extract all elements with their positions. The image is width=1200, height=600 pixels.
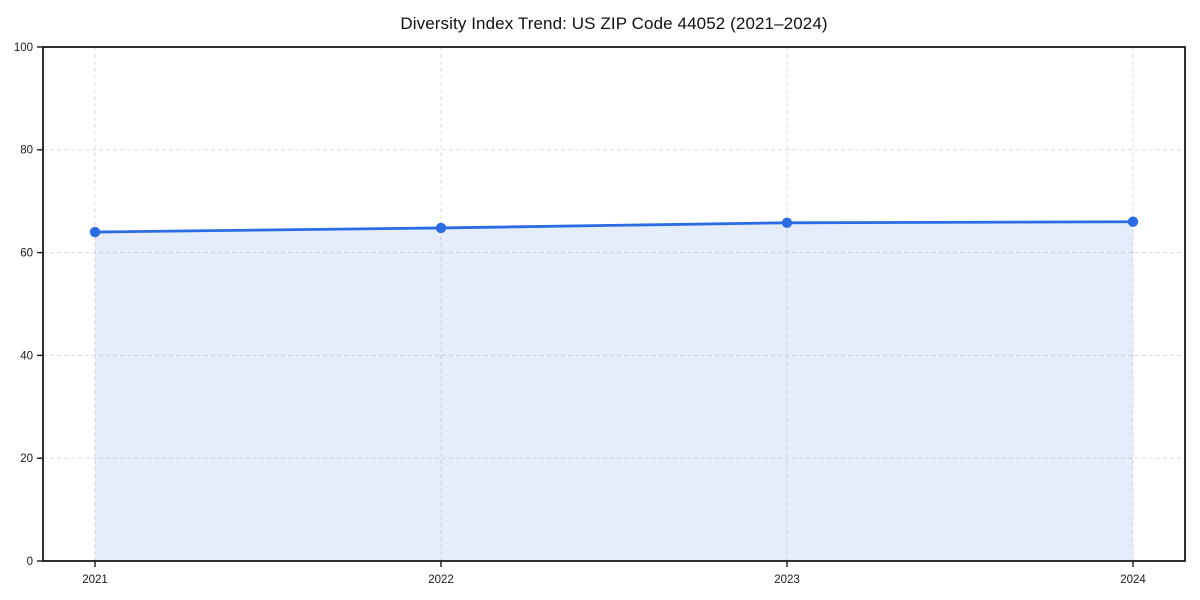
data-point-2021 — [89, 226, 101, 238]
x-tick-label: 2021 — [82, 574, 108, 586]
x-tick-label: 2022 — [428, 574, 454, 586]
y-tick-label: 20 — [20, 453, 33, 465]
data-point-2023 — [781, 217, 793, 228]
data-point-2024 — [1127, 216, 1139, 227]
trend-line — [93, 220, 1135, 234]
plot-border — [42, 46, 1186, 562]
y-tick-label: 0 — [27, 556, 33, 568]
y-tick-label: 100 — [14, 42, 33, 54]
y-tick-label: 40 — [20, 350, 33, 362]
y-tick-label: 60 — [20, 248, 33, 260]
chart-title: Diversity Index Trend: US ZIP Code 44052… — [400, 14, 828, 33]
data-point-2022 — [435, 222, 447, 234]
x-tick-label: 2023 — [774, 574, 800, 586]
y-tick-label: 80 — [20, 145, 33, 157]
area-fill — [95, 221, 1133, 561]
x-tick-label: 2024 — [1120, 574, 1146, 586]
